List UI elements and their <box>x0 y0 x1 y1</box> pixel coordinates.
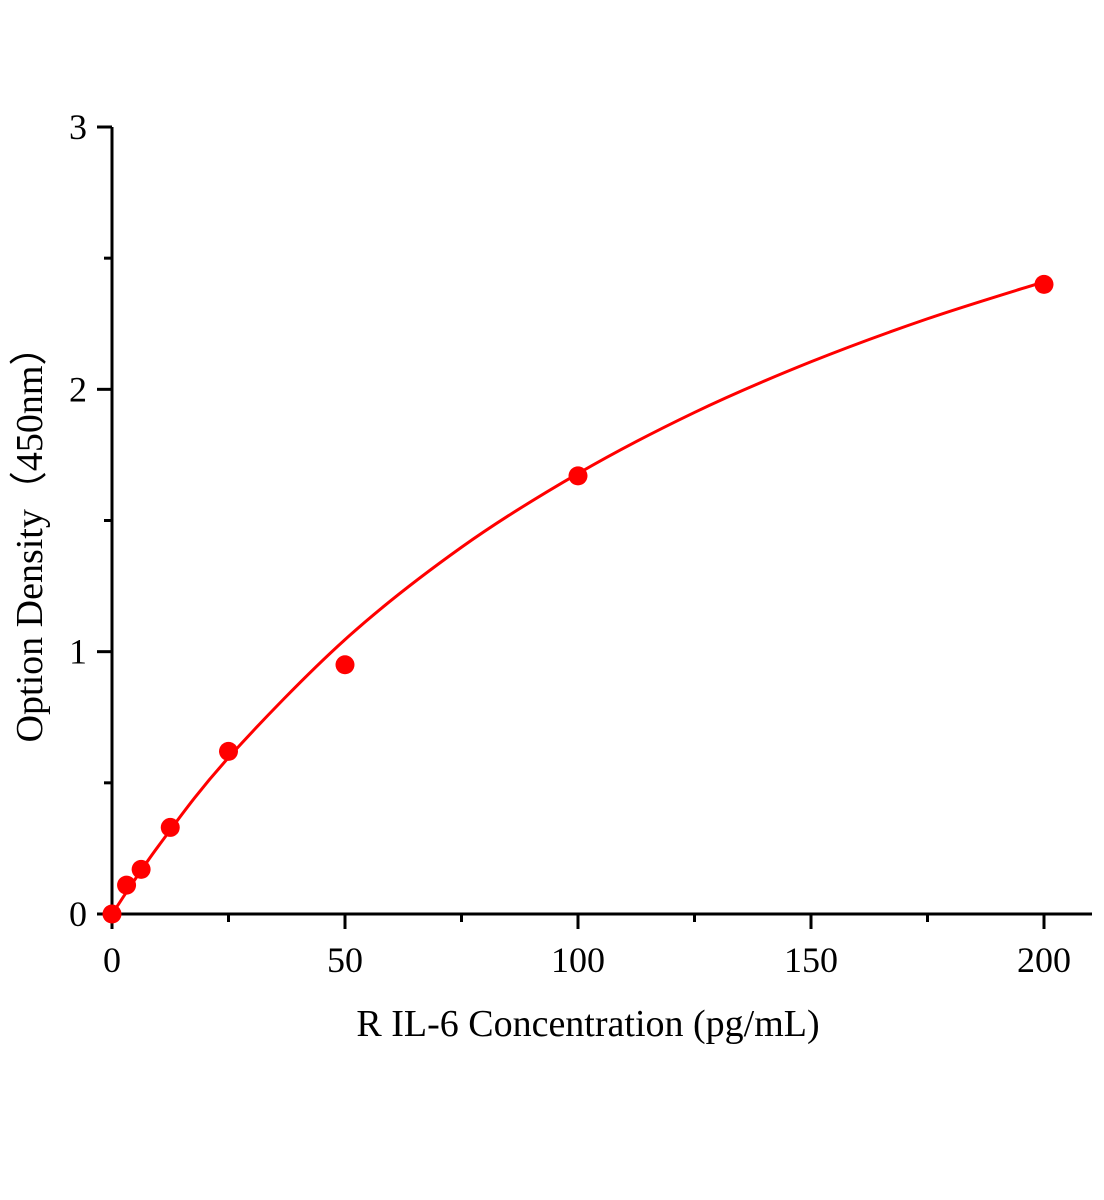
y-axis-label: Option Density（450nm） <box>9 328 51 743</box>
x-tick-label: 0 <box>103 940 121 980</box>
data-point <box>568 466 588 486</box>
y-tick-label: 1 <box>69 632 87 672</box>
fit-curve <box>110 280 1045 915</box>
x-axis-label: R IL-6 Concentration (pg/mL) <box>356 1003 819 1045</box>
data-point <box>219 741 238 761</box>
x-tick-label: 100 <box>551 940 605 980</box>
axes: 0 50 100 150 200 0 1 2 3 <box>69 107 1092 980</box>
data-point <box>102 904 122 924</box>
y-tick-label: 3 <box>69 107 87 147</box>
x-tick-label: 200 <box>1017 940 1071 980</box>
data-point <box>335 655 355 675</box>
data-point <box>1034 274 1054 294</box>
data-points <box>102 274 1054 924</box>
y-tick-label: 2 <box>69 369 87 409</box>
data-point <box>160 817 180 837</box>
x-tick-label: 50 <box>327 940 363 980</box>
x-tick-label: 150 <box>784 940 838 980</box>
fit-curve-group <box>110 280 1045 915</box>
data-point <box>131 859 151 879</box>
data-point <box>117 875 137 895</box>
y-tick-label: 0 <box>69 894 87 934</box>
